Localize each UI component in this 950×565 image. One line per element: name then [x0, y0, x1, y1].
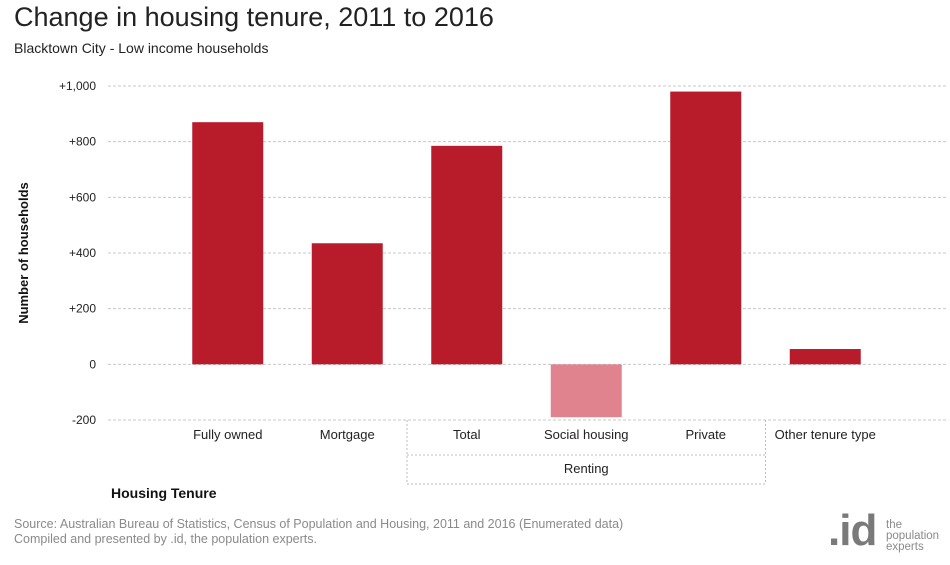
- logo-tagline-line: experts: [886, 541, 924, 553]
- bar: [789, 349, 861, 365]
- logo-tagline-line: the: [886, 519, 902, 531]
- y-axis-label: Number of households: [16, 182, 31, 324]
- y-tick-label: +800: [69, 135, 96, 149]
- x-tick-label: Other tenure type: [775, 427, 876, 442]
- chart-subtitle: Blacktown City - Low income households: [14, 40, 269, 56]
- bar: [311, 243, 383, 365]
- compiled-line: Compiled and presented by .id, the popul…: [14, 532, 317, 546]
- y-tick-label: +600: [69, 190, 96, 204]
- x-tick-label: Private: [686, 427, 726, 442]
- source-footer: Source: Australian Bureau of Statistics,…: [14, 517, 623, 547]
- x-axis-label: Housing Tenure: [111, 485, 217, 501]
- source-line: Source: Australian Bureau of Statistics,…: [14, 517, 624, 531]
- y-tick-label: +200: [69, 302, 96, 316]
- group-label: Renting: [564, 461, 609, 476]
- y-tick-label: -200: [72, 413, 96, 427]
- y-tick-label: +400: [69, 246, 96, 260]
- bar: [550, 364, 622, 418]
- logo-tagline: the population experts: [886, 519, 940, 553]
- bar-chart: +1,000 +800 +600 +400 +200 0 -200 Fully owned Mo…: [16, 79, 948, 501]
- bar: [431, 145, 503, 365]
- x-tick-label: Social housing: [544, 427, 629, 442]
- logo-mark: .id: [828, 506, 877, 555]
- logo-tagline-line: population: [886, 530, 940, 542]
- y-tick-label: 0: [89, 357, 96, 371]
- x-tick-label: Fully owned: [193, 427, 262, 442]
- y-tick-label: +1,000: [59, 79, 96, 93]
- bar: [192, 122, 264, 365]
- chart-title: Change in housing tenure, 2011 to 2016: [14, 2, 494, 32]
- id-logo: .id the population experts: [828, 506, 948, 562]
- x-tick-label: Mortgage: [320, 427, 375, 442]
- x-tick-label: Total: [453, 427, 481, 442]
- bar: [670, 91, 742, 365]
